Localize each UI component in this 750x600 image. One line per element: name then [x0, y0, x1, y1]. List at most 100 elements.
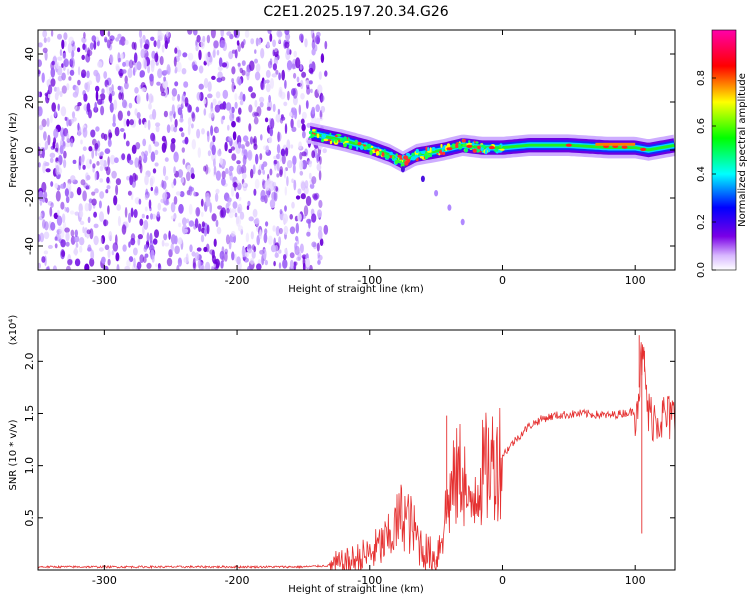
noise-speckle — [249, 258, 255, 265]
noise-speckle — [68, 76, 72, 81]
noise-speckle — [279, 209, 283, 215]
noise-speckle — [283, 254, 287, 261]
noise-speckle — [264, 228, 268, 235]
noise-speckle — [217, 66, 223, 71]
noise-speckle — [216, 49, 220, 56]
noise-speckle — [269, 127, 274, 137]
noise-speckle — [128, 102, 133, 109]
ridge-speckle — [389, 151, 393, 156]
noise-speckle — [311, 39, 316, 50]
noise-speckle — [276, 30, 283, 38]
branch-point — [400, 166, 405, 173]
noise-speckle — [320, 53, 325, 64]
ridge-speckle — [363, 142, 368, 145]
noise-speckle — [121, 224, 127, 235]
noise-speckle — [316, 36, 320, 45]
ridge-speckle — [363, 145, 368, 151]
noise-speckle — [154, 141, 160, 147]
noise-speckle — [38, 262, 41, 269]
noise-speckle — [156, 81, 161, 86]
x-tick-label: 100 — [625, 274, 646, 287]
noise-speckle — [272, 225, 276, 232]
noise-speckle — [280, 114, 284, 119]
colorbar-tick-label: 0.6 — [696, 118, 707, 134]
noise-speckle — [238, 107, 242, 115]
noise-speckle — [39, 199, 43, 206]
noise-speckle — [118, 57, 122, 63]
noise-speckle — [44, 197, 48, 204]
noise-speckle — [173, 56, 177, 67]
noise-speckle — [187, 30, 193, 35]
noise-speckle — [317, 230, 323, 240]
noise-speckle — [65, 265, 71, 270]
noise-speckle — [41, 181, 47, 193]
noise-speckle — [96, 161, 100, 166]
noise-speckle — [162, 79, 168, 89]
noise-speckle — [183, 81, 189, 88]
noise-speckle — [82, 146, 87, 151]
noise-speckle — [231, 251, 235, 261]
noise-speckle — [154, 52, 159, 63]
noise-speckle — [210, 125, 214, 136]
noise-speckle — [238, 196, 242, 201]
noise-speckle — [99, 159, 105, 166]
noise-speckle — [53, 86, 58, 92]
noise-speckle — [236, 40, 240, 46]
noise-speckle — [311, 213, 317, 223]
noise-speckle — [170, 202, 176, 213]
noise-speckle — [106, 185, 111, 190]
noise-speckle — [253, 143, 258, 150]
noise-speckle — [196, 34, 201, 43]
noise-speckle — [177, 93, 181, 102]
noise-speckle — [44, 51, 48, 61]
noise-speckle — [161, 44, 165, 53]
noise-speckle — [226, 197, 232, 203]
noise-speckle — [95, 150, 98, 157]
noise-speckle — [215, 170, 221, 181]
noise-speckle — [39, 212, 43, 219]
noise-speckle — [157, 263, 161, 269]
noise-speckle — [260, 189, 266, 200]
noise-speckle — [99, 165, 104, 172]
noise-speckle — [173, 166, 176, 174]
noise-speckle — [43, 191, 48, 200]
noise-speckle — [292, 95, 298, 106]
noise-speckle — [126, 175, 130, 181]
noise-speckle — [61, 250, 66, 257]
noise-speckle — [305, 257, 311, 268]
noise-speckle — [136, 94, 141, 105]
noise-speckle — [233, 85, 236, 90]
noise-speckle — [42, 47, 48, 54]
noise-speckle — [39, 153, 43, 158]
ridge-speckle — [436, 153, 439, 155]
noise-speckle — [299, 243, 304, 254]
noise-speckle — [66, 132, 70, 142]
noise-speckle — [231, 207, 237, 213]
noise-speckle — [252, 138, 256, 144]
noise-speckle — [94, 171, 97, 181]
noise-speckle — [144, 206, 148, 212]
noise-speckle — [87, 244, 92, 252]
noise-speckle — [317, 209, 322, 218]
noise-speckle — [141, 213, 145, 219]
noise-speckle — [196, 91, 202, 101]
noise-speckle — [237, 141, 242, 149]
noise-speckle — [86, 49, 93, 57]
noise-speckle — [140, 38, 143, 49]
noise-speckle — [74, 229, 79, 238]
noise-speckle — [46, 117, 50, 127]
noise-speckle — [188, 220, 195, 227]
noise-speckle — [273, 190, 278, 202]
noise-speckle — [284, 123, 288, 135]
noise-speckle — [65, 241, 70, 247]
noise-speckle — [219, 103, 225, 110]
ridge-speckle — [414, 154, 419, 159]
noise-speckle — [120, 128, 125, 132]
noise-speckle — [109, 54, 114, 64]
noise-speckle — [144, 194, 149, 201]
noise-speckle — [213, 158, 216, 168]
noise-speckle — [268, 235, 273, 245]
noise-speckle — [181, 68, 187, 75]
noise-speckle — [212, 135, 216, 143]
noise-speckle — [305, 195, 312, 207]
